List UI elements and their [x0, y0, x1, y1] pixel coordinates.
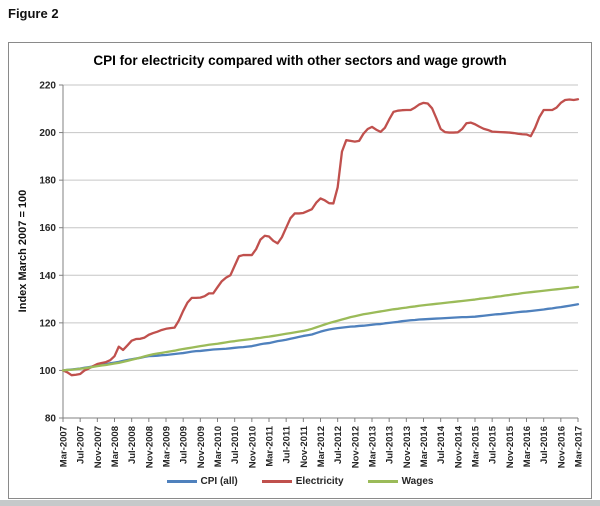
legend-item-cpi: CPI (all): [166, 476, 238, 487]
x-tick-label: Nov-2016: [556, 426, 567, 468]
chart-canvas: 80 100 120 140 160 180 200 220 Mar-2007 Jul-2007 N…: [39, 81, 585, 469]
page-edge-strip: [0, 500, 600, 506]
legend-label-electricity: Electricity: [295, 476, 344, 487]
x-tick-label: Mar-2016: [522, 426, 533, 467]
legend-label-cpi: CPI (all): [200, 476, 238, 487]
x-tick-label: Mar-2013: [368, 426, 379, 467]
legend-label-wages: Wages: [401, 476, 434, 487]
y-tick-label: 80: [45, 414, 57, 425]
y-tick-label: 200: [39, 128, 56, 139]
legend: CPI (all) Electricity Wages: [9, 476, 591, 487]
x-tick-label: Mar-2011: [265, 425, 276, 466]
y-tick-label: 180: [39, 176, 56, 187]
chart-title: CPI for electricity compared with other …: [93, 53, 507, 68]
x-tick-label: Mar-2017: [574, 426, 585, 467]
x-tick-label: Nov-2012: [350, 426, 361, 468]
legend-item-electricity: Electricity: [261, 476, 344, 487]
x-tick-label: Jul-2015: [488, 425, 499, 464]
x-tick-label: Nov-2008: [144, 426, 155, 468]
legend-swatch-cpi-icon: [166, 480, 197, 483]
y-tick-label: 120: [39, 318, 56, 329]
chart-container: 80 100 120 140 160 180 200 220 Mar-2007 Jul-2007 N…: [8, 42, 592, 499]
y-tick-label: 160: [39, 223, 56, 234]
x-tick-label: Jul-2013: [385, 426, 396, 464]
series-line-electricity: [61, 98, 580, 377]
x-tick-label: Jul-2008: [127, 426, 138, 464]
x-tick-label: Jul-2009: [179, 426, 190, 464]
y-axis-title: Index March 2007 = 100: [17, 189, 29, 313]
x-tick-label: Nov-2010: [247, 426, 258, 468]
x-tick-label: Mar-2015: [471, 425, 482, 467]
x-tick-label: Mar-2008: [110, 426, 121, 467]
x-tick-label: Jul-2014: [436, 425, 447, 464]
x-tick-label: Jul-2010: [230, 426, 241, 464]
x-tick-label: Mar-2010: [213, 426, 224, 467]
legend-swatch-wages-icon: [367, 480, 398, 483]
x-tick-label: Mar-2009: [162, 426, 173, 467]
x-tick-label: Mar-2007: [59, 426, 70, 467]
x-tick-label: Mar-2014: [419, 425, 430, 467]
legend-item-wages: Wages: [367, 476, 434, 487]
figure-label: Figure 2: [8, 6, 59, 21]
series-line-cpi-all: [61, 303, 580, 372]
y-tick-label: 100: [39, 366, 56, 377]
series-line-wages: [61, 285, 580, 372]
legend-swatch-electricity-icon: [261, 480, 292, 483]
x-tick-label: Nov-2014: [453, 425, 464, 468]
x-tick-label: Nov-2011: [299, 425, 310, 467]
x-tick-label: Jul-2016: [539, 426, 550, 464]
x-tick-label: Jul-2012: [333, 426, 344, 464]
y-tick-label: 140: [39, 271, 56, 282]
x-tick-label: Mar-2012: [316, 426, 327, 467]
x-tick-label: Nov-2007: [93, 426, 104, 468]
x-tick-label: Nov-2013: [402, 426, 413, 468]
x-tick-label: Jul-2011: [282, 425, 293, 463]
y-tick-label: 220: [39, 81, 56, 92]
x-tick-label: Nov-2015: [505, 425, 516, 468]
x-tick-label: Nov-2009: [196, 426, 207, 468]
x-tick-label: Jul-2007: [76, 426, 87, 464]
